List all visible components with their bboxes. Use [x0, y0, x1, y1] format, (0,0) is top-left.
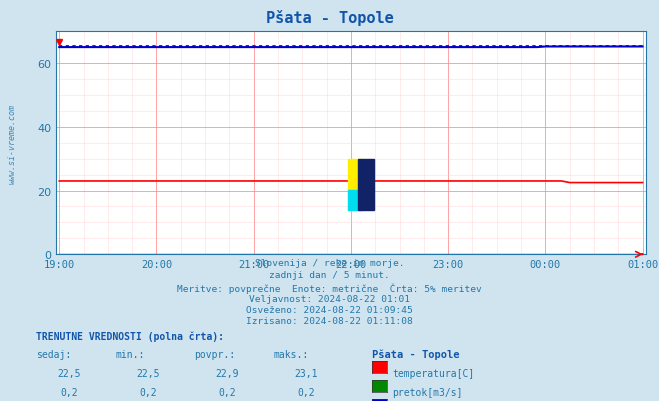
Text: Osveženo: 2024-08-22 01:09:45: Osveženo: 2024-08-22 01:09:45 [246, 306, 413, 314]
Text: 0,2: 0,2 [61, 387, 78, 397]
Text: Meritve: povprečne  Enote: metrične  Črta: 5% meritev: Meritve: povprečne Enote: metrične Črta:… [177, 283, 482, 293]
Text: Pšata - Topole: Pšata - Topole [372, 349, 460, 359]
Text: 22,5: 22,5 [136, 368, 160, 378]
Text: temperatura[C]: temperatura[C] [392, 368, 474, 378]
Text: sedaj:: sedaj: [36, 349, 71, 359]
Text: Slovenija / reke in morje.: Slovenija / reke in morje. [255, 259, 404, 267]
Bar [348, 191, 362, 210]
Text: 0,2: 0,2 [140, 387, 157, 397]
Text: Pšata - Topole: Pšata - Topole [266, 10, 393, 26]
Text: www.si-vreme.com: www.si-vreme.com [7, 103, 16, 183]
Text: min.:: min.: [115, 349, 145, 359]
Text: 0,2: 0,2 [219, 387, 236, 397]
Text: 0,2: 0,2 [298, 387, 315, 397]
Text: povpr.:: povpr.: [194, 349, 235, 359]
Text: 22,9: 22,9 [215, 368, 239, 378]
Text: TRENUTNE VREDNOSTI (polna črta):: TRENUTNE VREDNOSTI (polna črta): [36, 331, 224, 341]
Bar [348, 159, 362, 190]
Text: 23,1: 23,1 [295, 368, 318, 378]
Text: zadnji dan / 5 minut.: zadnji dan / 5 minut. [269, 271, 390, 279]
Text: Izrisano: 2024-08-22 01:11:08: Izrisano: 2024-08-22 01:11:08 [246, 316, 413, 325]
Text: 22,5: 22,5 [57, 368, 81, 378]
Text: Veljavnost: 2024-08-22 01:01: Veljavnost: 2024-08-22 01:01 [249, 295, 410, 304]
Bar [358, 159, 374, 210]
Text: pretok[m3/s]: pretok[m3/s] [392, 387, 463, 397]
Text: maks.:: maks.: [273, 349, 308, 359]
